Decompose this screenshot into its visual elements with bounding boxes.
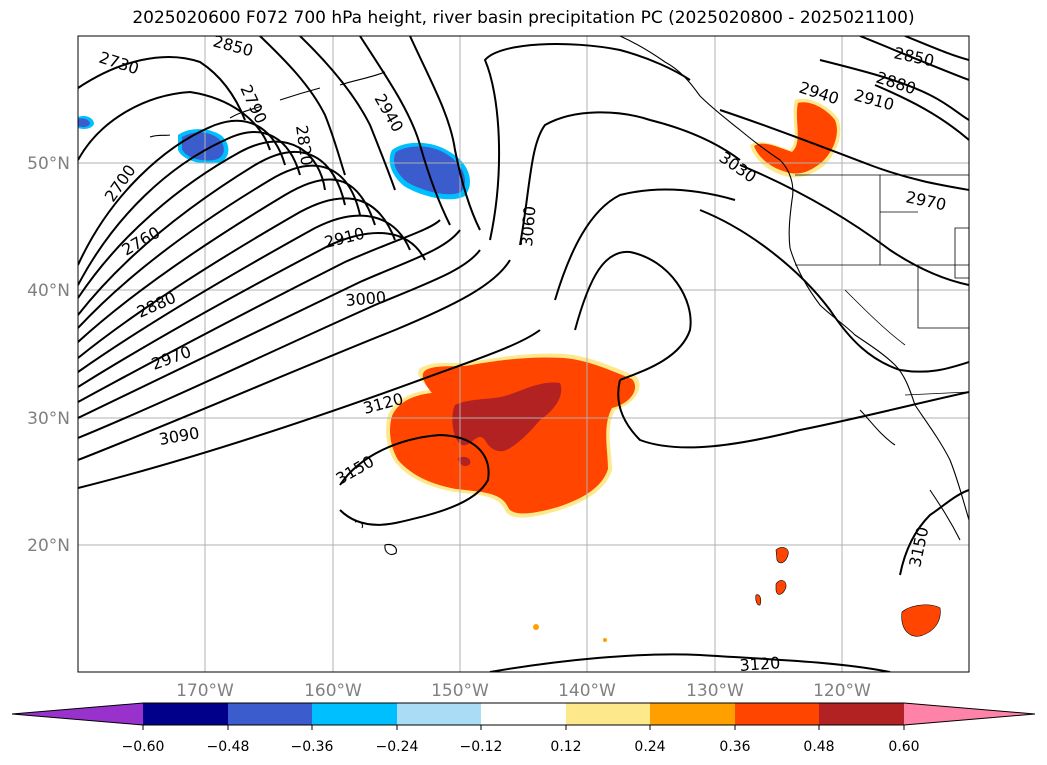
colorbar-tick-label: −0.36 bbox=[291, 739, 334, 755]
colorbar-segment bbox=[228, 703, 312, 725]
colorbar-segment bbox=[481, 703, 566, 725]
precip-negative-region-2 bbox=[389, 142, 471, 200]
lon-label: 130°W bbox=[686, 681, 744, 701]
precip-positive-region-main bbox=[386, 353, 640, 518]
height-contours bbox=[78, 36, 969, 672]
lon-label: 140°W bbox=[558, 681, 616, 701]
colorbar-segment bbox=[819, 703, 904, 725]
lon-label: 160°W bbox=[304, 681, 362, 701]
colorbar-tick-label: 0.12 bbox=[550, 739, 581, 755]
colorbar-tick-label: −0.48 bbox=[207, 739, 250, 755]
political-borders bbox=[795, 174, 969, 396]
lon-label: 150°W bbox=[431, 681, 489, 701]
colorbar-tick-label: 0.48 bbox=[803, 739, 834, 755]
colorbar-extend-low bbox=[12, 703, 143, 725]
colorbar-extend-high bbox=[904, 703, 1035, 725]
latitude-labels: 50°N 40°N 30°N 20°N bbox=[27, 154, 70, 556]
colorbar-segment bbox=[566, 703, 650, 725]
precip-positive-region-pacific-northwest bbox=[750, 98, 841, 178]
contour-label: 3120 bbox=[739, 653, 781, 675]
colorbar-segment bbox=[650, 703, 735, 725]
colorbar-segment bbox=[143, 703, 228, 725]
lon-label: 120°W bbox=[813, 681, 871, 701]
map-title: 2025020600 F072 700 hPa height, river ba… bbox=[132, 8, 915, 28]
colorbar-segment bbox=[312, 703, 397, 725]
colorbar-tick-label: −0.24 bbox=[376, 739, 419, 755]
contour-label: 3000 bbox=[345, 288, 387, 310]
longitude-labels: 170°W 160°W 150°W 140°W 130°W 120°W bbox=[176, 681, 871, 701]
precip-positive-region-small bbox=[533, 547, 941, 642]
lat-label: 50°N bbox=[27, 154, 70, 174]
colorbar-ticks bbox=[142, 725, 905, 730]
colorbar: −0.60 −0.48 −0.36 −0.24 −0.12 0.12 0.24 … bbox=[11, 702, 1036, 755]
map-frame bbox=[77, 35, 970, 673]
lat-label: 40°N bbox=[27, 281, 70, 301]
colorbar-tick-label: −0.12 bbox=[460, 739, 503, 755]
colorbar-tick-labels: −0.60 −0.48 −0.36 −0.24 −0.12 0.12 0.24 … bbox=[122, 739, 920, 755]
colorbar-segment bbox=[735, 703, 819, 725]
colorbar-tick-label: 0.24 bbox=[634, 739, 665, 755]
lon-label: 170°W bbox=[176, 681, 234, 701]
colorbar-tick-label: 0.36 bbox=[719, 739, 750, 755]
contour-label: 3060 bbox=[517, 205, 539, 247]
lat-label: 30°N bbox=[27, 409, 70, 429]
map-plot-area: 2730 2850 2790 2820 2940 2700 2760 2880 … bbox=[78, 36, 969, 675]
graticule bbox=[78, 36, 969, 672]
lat-label: 20°N bbox=[27, 536, 70, 556]
colorbar-tick-label: −0.60 bbox=[122, 739, 165, 755]
colorbar-segment bbox=[397, 703, 481, 725]
colorbar-tick-label: 0.60 bbox=[888, 739, 919, 755]
precip-negative-region-3 bbox=[78, 115, 94, 129]
